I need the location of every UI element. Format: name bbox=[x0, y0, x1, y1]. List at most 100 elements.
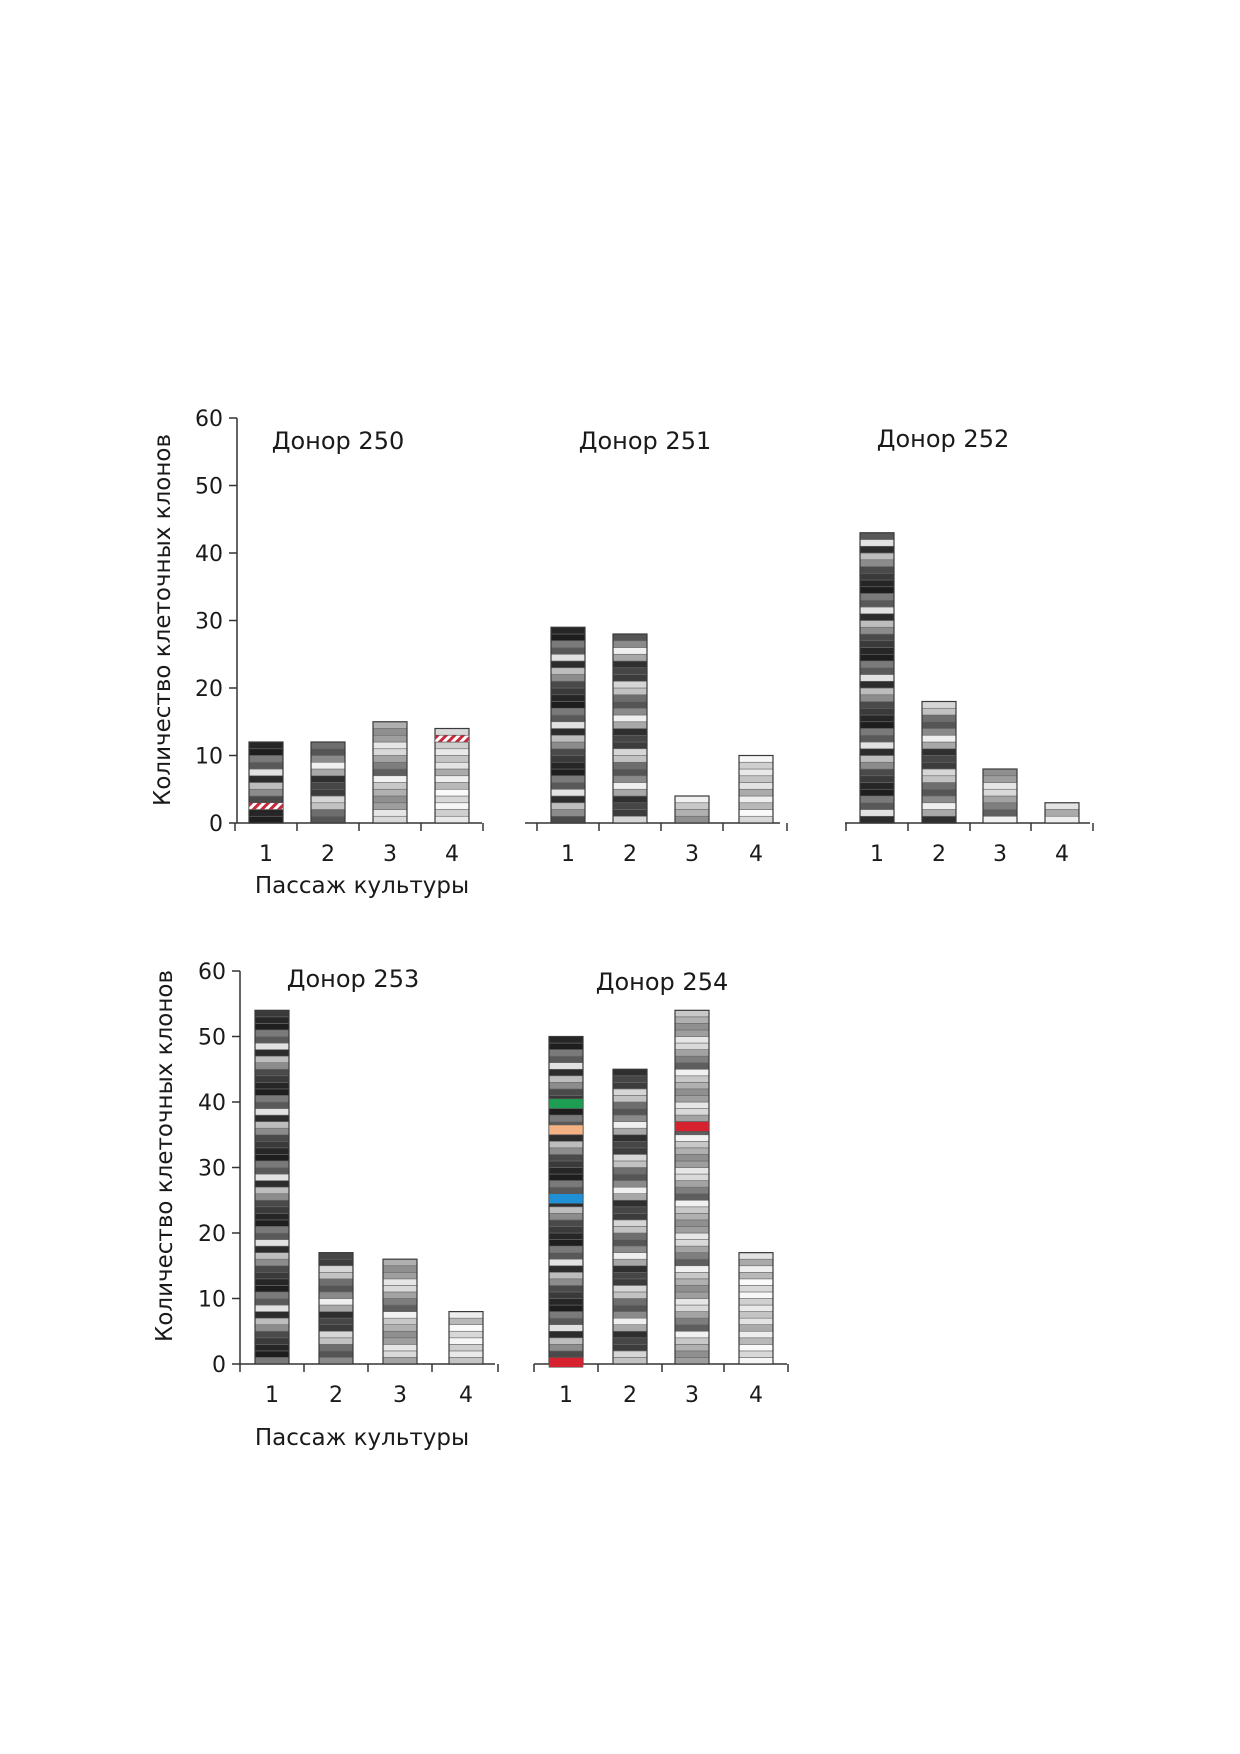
clone-segment bbox=[674, 1357, 710, 1365]
clone-segment bbox=[382, 1298, 418, 1306]
clone-segment bbox=[310, 782, 346, 790]
highlighted-clone bbox=[548, 1357, 584, 1368]
clone-segment bbox=[921, 802, 957, 810]
clone-segment bbox=[674, 1317, 710, 1326]
y-tick-label: 0 bbox=[212, 1353, 226, 1378]
clone-segment bbox=[674, 1167, 710, 1175]
clone-segment bbox=[548, 1154, 584, 1162]
clone-segment bbox=[248, 788, 284, 797]
clone-segment bbox=[550, 647, 586, 655]
x-tick-label: 3 bbox=[685, 842, 699, 867]
clone-segment bbox=[382, 1272, 418, 1280]
clone-segment bbox=[382, 1324, 418, 1332]
y-tick-label: 10 bbox=[195, 745, 223, 770]
clone-segment bbox=[548, 1344, 584, 1352]
clone-segment bbox=[674, 1009, 710, 1018]
clone-segment bbox=[254, 1232, 290, 1240]
clone-segment bbox=[859, 559, 895, 567]
clone-segment bbox=[254, 1055, 290, 1064]
clone-segment bbox=[318, 1252, 354, 1260]
clone-segment bbox=[612, 1226, 648, 1234]
clone-segment bbox=[548, 1278, 584, 1286]
clone-segment bbox=[612, 1317, 648, 1326]
clone-segment bbox=[548, 1082, 584, 1090]
clone-segment bbox=[674, 1337, 710, 1345]
clone-segment bbox=[548, 1180, 584, 1188]
clone-segment bbox=[434, 768, 470, 777]
clone-segment bbox=[612, 701, 648, 709]
clone-segment bbox=[674, 1055, 710, 1064]
clone-segment bbox=[738, 1265, 774, 1273]
clone-segment bbox=[310, 761, 346, 770]
clone-segment bbox=[448, 1324, 484, 1332]
clone-segment bbox=[254, 1082, 290, 1090]
clone-segment bbox=[548, 1304, 584, 1312]
clone-segment bbox=[674, 1219, 710, 1227]
clone-segment bbox=[859, 674, 895, 682]
clone-segment bbox=[382, 1304, 418, 1312]
clone-segment bbox=[859, 626, 895, 635]
x-tick-label: 4 bbox=[459, 1383, 473, 1408]
clone-segment bbox=[548, 1265, 584, 1273]
clone-segment bbox=[254, 1330, 290, 1339]
x-tick-label: 3 bbox=[685, 1383, 699, 1408]
clone-segment bbox=[738, 1311, 774, 1319]
clone-segment bbox=[382, 1285, 418, 1293]
clone-segment bbox=[674, 809, 710, 817]
clone-segment bbox=[448, 1344, 484, 1352]
clone-segment bbox=[318, 1324, 354, 1332]
clone-segment bbox=[612, 687, 648, 696]
clone-segment bbox=[738, 1272, 774, 1280]
clone-segment bbox=[310, 815, 346, 824]
clone-segment bbox=[254, 1186, 290, 1195]
clone-segment bbox=[921, 815, 957, 824]
clone-segment bbox=[612, 1082, 648, 1090]
clone-segment bbox=[548, 1173, 584, 1181]
clone-segment bbox=[382, 1330, 418, 1339]
x-axis-label-bottom: Пассаж культуры bbox=[255, 1425, 469, 1451]
clone-segment bbox=[612, 1075, 648, 1083]
clone-segment bbox=[550, 707, 586, 716]
bar-outline bbox=[382, 1258, 418, 1365]
clone-segment bbox=[548, 1232, 584, 1240]
clone-segment bbox=[382, 1311, 418, 1319]
clone-segment bbox=[612, 1285, 648, 1293]
clone-segment bbox=[310, 748, 346, 756]
clone-segment bbox=[254, 1029, 290, 1037]
clone-segment bbox=[254, 1009, 290, 1018]
clone-segment bbox=[434, 728, 470, 736]
clone-segment bbox=[372, 741, 408, 750]
bar-3 bbox=[674, 1009, 710, 1365]
x-tick-label: 4 bbox=[445, 842, 459, 867]
clone-segment bbox=[859, 572, 895, 581]
clone-segment bbox=[859, 586, 895, 594]
clone-segment bbox=[254, 1147, 290, 1155]
bar-outline bbox=[448, 1310, 484, 1365]
clone-segment bbox=[548, 1337, 584, 1345]
clone-segment bbox=[254, 1311, 290, 1319]
clone-segment bbox=[859, 593, 895, 601]
clone-segment bbox=[674, 815, 710, 824]
bar-outline bbox=[738, 1252, 774, 1365]
clone-segment bbox=[612, 667, 648, 675]
highlighted-clone bbox=[548, 1124, 584, 1136]
clone-segment bbox=[674, 1350, 710, 1358]
clone-segment bbox=[434, 788, 470, 797]
clone-segment bbox=[448, 1357, 484, 1365]
clone-segment bbox=[550, 802, 586, 810]
clone-segment bbox=[254, 1245, 290, 1253]
clone-segment bbox=[859, 579, 895, 588]
clone-segment bbox=[859, 667, 895, 675]
clone-segment bbox=[612, 1239, 648, 1247]
clone-segment bbox=[612, 714, 648, 723]
clone-segment bbox=[674, 1029, 710, 1037]
clone-segment bbox=[674, 1252, 710, 1260]
clone-segment bbox=[254, 1121, 290, 1129]
chart-panel-3: 0 10 20 30 40 50 60 1 2 3 4 bbox=[198, 960, 499, 1408]
clone-segment bbox=[674, 1298, 710, 1306]
clone-segment bbox=[548, 1350, 584, 1358]
clone-segment bbox=[310, 775, 346, 783]
clone-segment bbox=[674, 1154, 710, 1162]
clone-segment bbox=[382, 1350, 418, 1358]
